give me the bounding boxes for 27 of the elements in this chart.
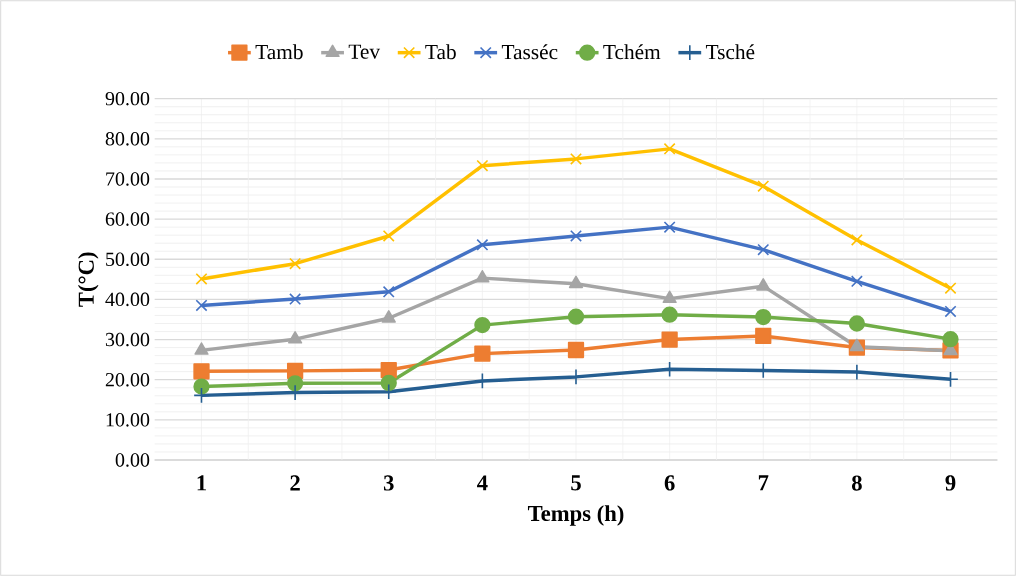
x-tick-label: 2 <box>290 475 300 491</box>
y-tick-label: 80.00 <box>105 132 150 146</box>
x-axis-title: Temps (h) <box>527 505 624 526</box>
legend-label: Tamb <box>255 44 303 60</box>
y-tick-label: 40.00 <box>105 292 150 307</box>
y-tick-label: 20.00 <box>105 372 150 387</box>
legend-label: Tev <box>348 44 381 59</box>
x-tick-label: 8 <box>851 475 862 491</box>
y-tick-label: 0.00 <box>115 453 150 467</box>
y-tick-label: 50.00 <box>106 252 150 267</box>
legend-label: Tchém <box>603 44 661 60</box>
y-tick-label: 90.00 <box>105 91 150 106</box>
x-tick-label: 5 <box>571 475 581 491</box>
x-tick-label: 9 <box>945 475 956 491</box>
y-axis-title: T(°C) <box>77 252 99 307</box>
x-tick-label: 6 <box>664 475 675 491</box>
y-tick-label: 70.00 <box>106 172 150 186</box>
x-tick-label: 1 <box>197 475 206 491</box>
legend-label: Tasséc <box>501 44 558 60</box>
y-tick-label: 60.00 <box>105 212 150 226</box>
legend-label: Tsché <box>705 44 755 60</box>
x-tick-label: 4 <box>477 475 488 491</box>
x-tick-label: 7 <box>758 475 769 491</box>
legend-label: Tab <box>425 44 456 60</box>
x-tick-label: 3 <box>383 475 394 491</box>
y-tick-label: 10.00 <box>106 413 150 427</box>
y-tick-label: 30.00 <box>105 332 150 347</box>
